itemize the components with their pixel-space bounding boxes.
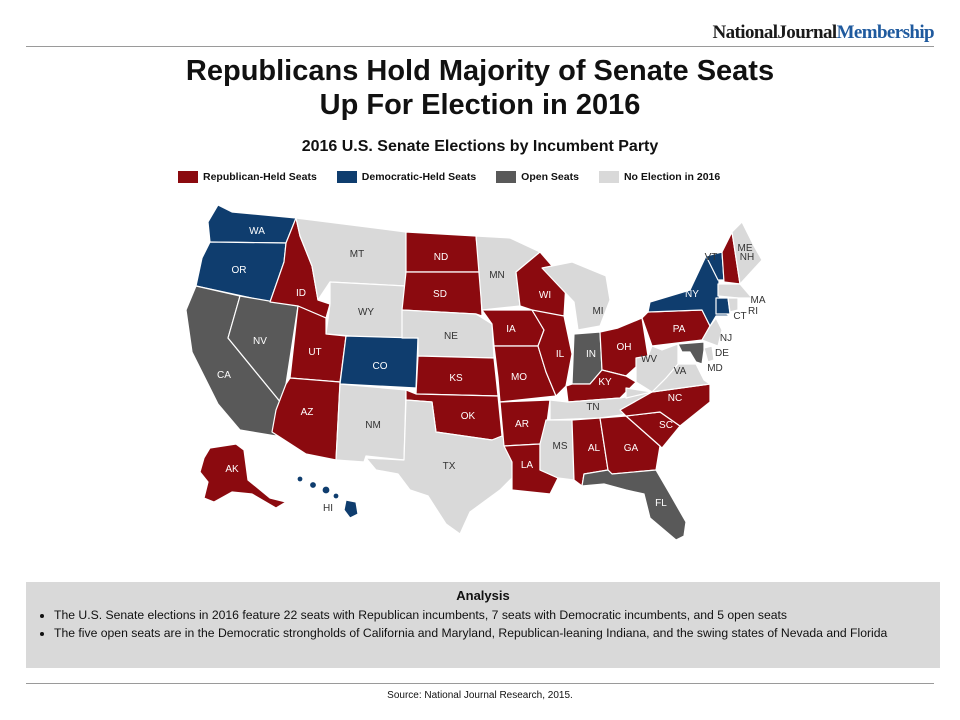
legend-swatch-none bbox=[598, 171, 619, 183]
label-AZ: AZ bbox=[301, 407, 314, 418]
label-SC: SC bbox=[659, 420, 673, 431]
label-CT: CT bbox=[733, 311, 746, 322]
source-note: Source: National Journal Research, 2015. bbox=[387, 690, 573, 701]
label-TN: TN bbox=[586, 402, 599, 413]
legend-item-democratic: Democratic-Held Seats bbox=[336, 171, 477, 183]
label-VA: VA bbox=[674, 366, 687, 377]
state-WV bbox=[635, 343, 679, 393]
state-ME bbox=[731, 221, 763, 285]
state-DE bbox=[703, 345, 715, 363]
title-line-1: Republicans Hold Majority of Senate Seat… bbox=[185, 55, 775, 87]
state-MA bbox=[717, 283, 753, 299]
label-DE: DE bbox=[715, 348, 729, 359]
legend-label-democratic: Democratic-Held Seats bbox=[361, 171, 477, 183]
label-HI: HI bbox=[323, 503, 333, 514]
legend-swatch-open bbox=[496, 171, 517, 183]
state-IL bbox=[531, 309, 573, 397]
analysis-heading: Analysis bbox=[456, 588, 510, 603]
state-WA bbox=[207, 204, 297, 244]
map-subtitle: 2016 U.S. Senate Elections by Incumbent … bbox=[301, 138, 659, 155]
bottom-divider bbox=[26, 683, 934, 684]
label-KS: KS bbox=[449, 373, 463, 384]
label-IL: IL bbox=[556, 349, 565, 360]
legend-item-open: Open Seats bbox=[496, 171, 579, 183]
label-ID: ID bbox=[296, 288, 306, 299]
legend-item-none: No Election in 2016 bbox=[598, 171, 721, 183]
page-title: Republicans Hold Majority of Senate Seat… bbox=[0, 54, 960, 122]
label-NY: NY bbox=[685, 289, 699, 300]
label-GA: GA bbox=[624, 443, 639, 454]
top-divider bbox=[26, 46, 934, 47]
label-NJ: NJ bbox=[720, 333, 732, 344]
label-CO: CO bbox=[373, 361, 388, 372]
label-MS: MS bbox=[553, 441, 568, 452]
state-TX bbox=[365, 399, 513, 535]
label-WV: WV bbox=[641, 354, 657, 365]
label-IN: IN bbox=[586, 349, 596, 360]
brand-logo: NationalJournalMembership bbox=[712, 22, 935, 44]
label-OR: OR bbox=[232, 265, 247, 276]
label-NM: NM bbox=[365, 420, 381, 431]
title-line-2: Up For Election in 2016 bbox=[319, 89, 641, 121]
label-OK: OK bbox=[461, 411, 476, 422]
label-ND: ND bbox=[434, 252, 448, 263]
analysis-bullet: The U.S. Senate elections in 2016 featur… bbox=[54, 606, 928, 624]
legend-label-republican: Republican-Held Seats bbox=[203, 171, 317, 183]
label-KY: KY bbox=[598, 377, 612, 388]
label-MD: MD bbox=[707, 363, 723, 374]
label-TX: TX bbox=[443, 461, 456, 472]
label-FL: FL bbox=[655, 498, 667, 509]
legend-swatch-republican bbox=[178, 171, 198, 183]
label-NV: NV bbox=[253, 336, 267, 347]
label-MO: MO bbox=[511, 372, 527, 383]
label-UT: UT bbox=[308, 347, 321, 358]
label-WY: WY bbox=[358, 307, 374, 318]
label-MT: MT bbox=[350, 249, 364, 260]
state-SD bbox=[401, 271, 483, 317]
legend-label-open: Open Seats bbox=[521, 171, 579, 183]
label-NE: NE bbox=[444, 331, 458, 342]
state-CT bbox=[715, 297, 731, 315]
label-PA: PA bbox=[673, 324, 686, 335]
state-FL bbox=[581, 469, 687, 541]
analysis-box: Analysis The U.S. Senate elections in 20… bbox=[26, 582, 940, 668]
label-VT: VT bbox=[705, 252, 718, 263]
label-MN: MN bbox=[489, 270, 505, 281]
analysis-list: The U.S. Senate elections in 2016 featur… bbox=[26, 606, 940, 642]
legend-item-republican: Republican-Held Seats bbox=[178, 171, 317, 183]
legend-label-none: No Election in 2016 bbox=[623, 171, 721, 183]
label-LA: LA bbox=[521, 460, 534, 471]
state-HI bbox=[296, 475, 359, 519]
label-RI: RI bbox=[748, 306, 758, 317]
analysis-bullet: The five open seats are in the Democrati… bbox=[54, 624, 928, 642]
label-AK: AK bbox=[225, 464, 239, 475]
state-MI bbox=[541, 261, 611, 331]
state-AK bbox=[199, 443, 287, 509]
legend-swatch-democratic bbox=[336, 171, 357, 183]
label-AL: AL bbox=[588, 443, 601, 454]
label-WI: WI bbox=[539, 290, 551, 301]
label-CA: CA bbox=[217, 370, 231, 381]
brand-logo-part2: Membership bbox=[836, 22, 935, 43]
state-MD bbox=[677, 341, 705, 365]
label-MA: MA bbox=[751, 295, 766, 306]
label-ME: ME bbox=[738, 243, 753, 254]
state-RI bbox=[727, 297, 739, 313]
label-IA: IA bbox=[506, 324, 516, 335]
brand-logo-part1: NationalJournal bbox=[712, 22, 838, 43]
map-legend: Republican-Held Seats Democratic-Held Se… bbox=[178, 171, 720, 183]
label-NH: NH bbox=[740, 252, 754, 263]
label-OH: OH bbox=[617, 342, 632, 353]
label-SD: SD bbox=[433, 289, 447, 300]
label-MI: MI bbox=[592, 306, 603, 317]
state-NJ bbox=[701, 317, 723, 347]
label-WA: WA bbox=[249, 226, 265, 237]
label-NC: NC bbox=[668, 393, 682, 404]
label-AR: AR bbox=[515, 419, 529, 430]
